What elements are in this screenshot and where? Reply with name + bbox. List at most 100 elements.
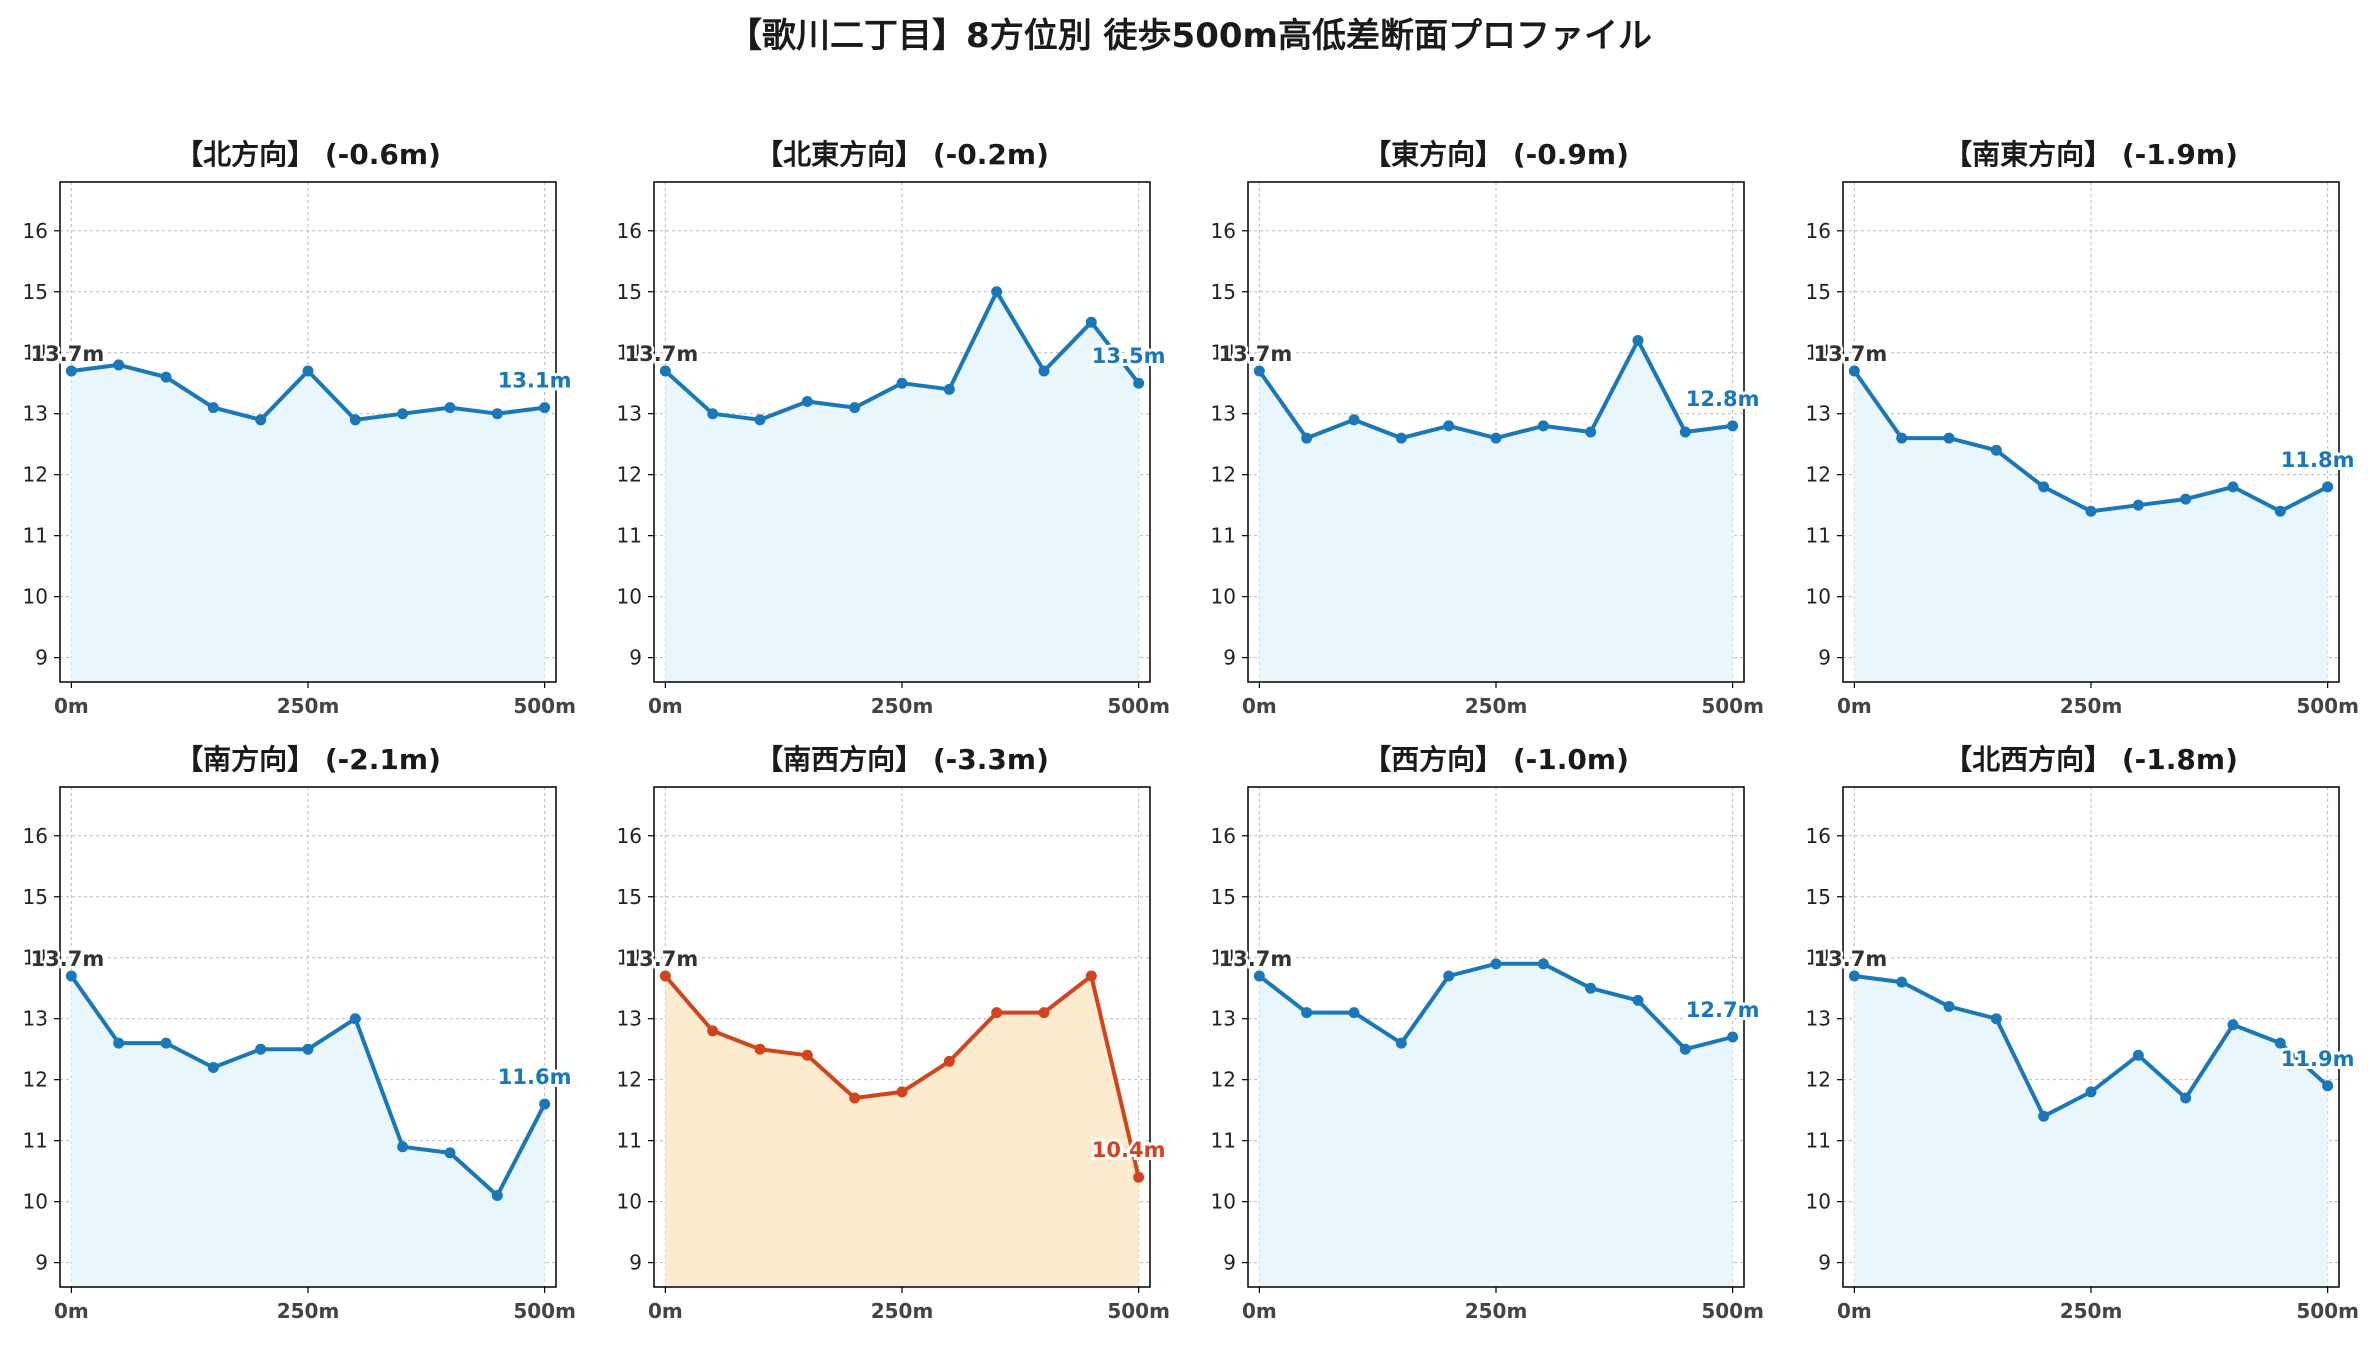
data-point [113, 1037, 125, 1049]
y-tick-label: 14 [1211, 341, 1236, 365]
data-point [2085, 505, 2097, 517]
y-tick-label: 13 [1806, 402, 1831, 426]
x-tick-label: 250m [1465, 1299, 1528, 1323]
x-tick-label: 500m [513, 1299, 576, 1323]
data-point [2180, 493, 2192, 505]
data-point [2274, 505, 2286, 517]
start-elevation-label: 13.7m [1814, 342, 1888, 366]
end-elevation-label: 13.5m [1092, 344, 1166, 368]
y-tick-label: 9 [35, 1251, 48, 1275]
data-point [991, 286, 1003, 298]
data-point [1133, 1171, 1145, 1183]
area-fill [71, 976, 545, 1287]
x-tick-label: 0m [1837, 1299, 1872, 1323]
y-tick-label: 14 [617, 946, 642, 970]
data-point [1395, 1037, 1407, 1049]
data-point [1038, 365, 1050, 377]
data-point [397, 408, 409, 420]
y-tick-label: 12 [23, 463, 48, 487]
y-tick-label: 12 [617, 1068, 642, 1092]
y-tick-label: 13 [23, 402, 48, 426]
y-tick-label: 11 [1211, 524, 1236, 548]
panel-title: 【西方向】 (-1.0m) [1363, 743, 1629, 776]
data-point [255, 1043, 267, 1055]
chart-panel-south: 【南方向】 (-2.1m) 9 10 11 12 13 14 15 16 0m 250m 500m 13… [23, 743, 576, 1323]
y-tick-label: 15 [1806, 280, 1831, 304]
data-point [1585, 982, 1597, 994]
y-tick-label: 9 [1223, 1251, 1236, 1275]
y-tick-label: 15 [23, 280, 48, 304]
y-tick-label: 9 [35, 646, 48, 670]
data-point [896, 1086, 908, 1098]
main-title: 【歌川二丁目】8方位別 徒歩500m高低差断面プロファイル [728, 16, 1652, 56]
data-point [991, 1007, 1003, 1019]
x-tick-label: 250m [277, 1299, 340, 1323]
chart-panel-northeast: 【北東方向】 (-0.2m) 9 10 11 12 13 14 15 16 0m 250m 500m 1… [617, 138, 1170, 718]
chart-panel-northwest: 【北西方向】 (-1.8m) 9 10 11 12 13 14 15 16 0m 250m 500m 1… [1806, 743, 2359, 1323]
data-point [444, 402, 456, 414]
y-tick-label: 13 [1211, 1007, 1236, 1031]
area-fill [1854, 976, 2328, 1287]
data-point [349, 1013, 361, 1025]
panel-title: 【東方向】 (-0.9m) [1363, 138, 1629, 171]
y-tick-label: 14 [1806, 946, 1831, 970]
data-point [207, 402, 219, 414]
end-elevation-label: 11.8m [2281, 448, 2355, 472]
y-tick-label: 10 [1806, 1190, 1831, 1214]
data-point [707, 1025, 719, 1037]
data-point [896, 377, 908, 389]
data-point [1085, 970, 1097, 982]
data-point [943, 1055, 955, 1067]
end-elevation-label: 10.4m [1092, 1138, 1166, 1162]
start-elevation-label: 13.7m [1814, 947, 1888, 971]
y-tick-label: 13 [1211, 402, 1236, 426]
y-tick-label: 16 [23, 824, 48, 848]
y-tick-label: 9 [629, 646, 642, 670]
y-tick-label: 12 [1806, 463, 1831, 487]
data-point [539, 402, 551, 414]
x-tick-label: 500m [2296, 1299, 2359, 1323]
x-tick-label: 0m [648, 694, 683, 718]
data-point [1301, 1007, 1313, 1019]
data-point [1727, 420, 1739, 432]
data-point [659, 365, 671, 377]
data-point [1301, 432, 1313, 444]
data-point [801, 396, 813, 408]
y-tick-label: 11 [617, 1129, 642, 1153]
panel-title: 【南東方向】 (-1.9m) [1944, 138, 2238, 171]
y-tick-label: 16 [617, 824, 642, 848]
x-tick-label: 0m [54, 1299, 89, 1323]
x-tick-label: 500m [1701, 694, 1764, 718]
data-point [849, 402, 861, 414]
panel-title: 【北方向】 (-0.6m) [175, 138, 441, 171]
data-point [659, 970, 671, 982]
y-tick-label: 15 [617, 885, 642, 909]
x-tick-label: 0m [1837, 694, 1872, 718]
data-point [2227, 1019, 2239, 1031]
data-point [1632, 994, 1644, 1006]
chart-panel-southwest: 【南西方向】 (-3.3m) 9 10 11 12 13 14 15 16 0m 250m 500m 1… [617, 743, 1170, 1323]
data-point [160, 371, 172, 383]
data-point [754, 1043, 766, 1055]
y-tick-label: 9 [1223, 646, 1236, 670]
data-point [1253, 970, 1265, 982]
y-tick-label: 10 [23, 585, 48, 609]
y-tick-label: 12 [23, 1068, 48, 1092]
x-tick-label: 500m [2296, 694, 2359, 718]
data-point [539, 1098, 551, 1110]
x-tick-label: 250m [2060, 1299, 2123, 1323]
data-point [349, 414, 361, 426]
y-tick-label: 16 [617, 219, 642, 243]
y-tick-label: 16 [1211, 824, 1236, 848]
data-point [1348, 1007, 1360, 1019]
start-elevation-label: 13.7m [31, 342, 105, 366]
data-point [754, 414, 766, 426]
y-tick-label: 12 [1806, 1068, 1831, 1092]
data-point [1490, 432, 1502, 444]
y-tick-label: 16 [1211, 219, 1236, 243]
y-tick-label: 9 [1818, 646, 1831, 670]
x-tick-label: 250m [2060, 694, 2123, 718]
data-point [1443, 970, 1455, 982]
data-point [2274, 1037, 2286, 1049]
data-point [1585, 426, 1597, 438]
